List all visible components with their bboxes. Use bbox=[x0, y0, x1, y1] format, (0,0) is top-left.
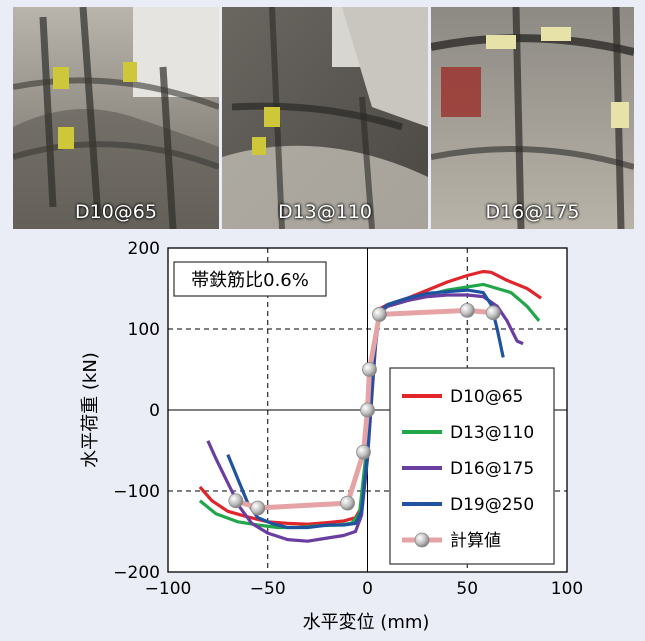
photo-rebar-image bbox=[13, 7, 219, 229]
legend-label: D13@110 bbox=[450, 423, 534, 443]
x-tick-label: 0 bbox=[362, 579, 373, 599]
x-axis-label: 水平変位 (mm) bbox=[303, 612, 430, 633]
legend-marker bbox=[414, 532, 430, 548]
calc-point bbox=[356, 444, 371, 460]
x-tick-label: 50 bbox=[456, 579, 478, 599]
calc-point bbox=[228, 493, 244, 509]
y-axis-label: 水平荷重 (kN) bbox=[80, 352, 101, 468]
photo-d13-110: D13@110 bbox=[222, 7, 428, 229]
photo-caption: D16@175 bbox=[485, 201, 580, 223]
calc-point bbox=[360, 402, 375, 418]
legend-label: D16@175 bbox=[450, 459, 534, 479]
annotation-box: 帯鉄筋比0.6% bbox=[173, 261, 327, 297]
calc-point bbox=[485, 305, 501, 321]
calc-point bbox=[372, 307, 387, 322]
calc-point bbox=[459, 302, 475, 318]
y-tick-label: 100 bbox=[128, 320, 160, 340]
photo-d10-65: D10@65 bbox=[13, 7, 219, 229]
y-tick-label: 200 bbox=[128, 239, 160, 259]
calc-point bbox=[362, 362, 377, 377]
series-line-4 bbox=[226, 288, 505, 530]
photo-d16-175: D16@175 bbox=[431, 7, 634, 229]
annotation-text: 帯鉄筋比0.6% bbox=[191, 270, 309, 291]
y-tick-label: −100 bbox=[113, 482, 160, 502]
calc-point bbox=[250, 500, 266, 516]
legend-label: D10@65 bbox=[450, 387, 523, 407]
x-tick-label: −100 bbox=[145, 579, 192, 599]
y-tick-label: −200 bbox=[113, 563, 160, 583]
y-tick-label: 0 bbox=[149, 401, 160, 421]
x-tick-label: −50 bbox=[250, 579, 286, 599]
photo-caption: D10@65 bbox=[75, 201, 157, 223]
x-tick-label: 100 bbox=[551, 579, 583, 599]
legend-label: 計算値 bbox=[450, 531, 501, 551]
photo-rebar-image bbox=[431, 7, 634, 229]
calc-series-layer bbox=[228, 302, 501, 516]
photo-rebar-image bbox=[222, 7, 428, 229]
photo-caption: D13@110 bbox=[277, 201, 373, 223]
legend-label: D19@250 bbox=[450, 495, 534, 515]
legend: D10@65 D13@110 D16@175 D19@250 計算値 bbox=[389, 367, 555, 565]
calc-point bbox=[340, 495, 355, 511]
